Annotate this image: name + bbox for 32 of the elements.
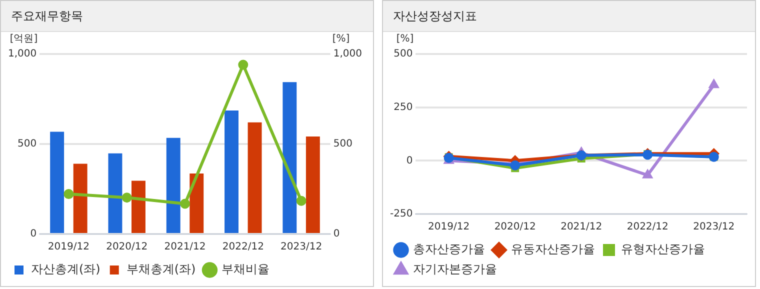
- x-tick-label: 2022/12: [222, 242, 264, 253]
- y-tick-label: 0: [406, 155, 413, 166]
- legend-label: 유형자산증가율: [621, 242, 705, 256]
- x-tick-label: 2023/12: [693, 222, 735, 233]
- legend-label: 총자산증가율: [413, 242, 485, 256]
- chart-title: 주요재무항목: [1, 1, 373, 32]
- legend-label: 자기자본증가율: [413, 262, 497, 276]
- y2-tick-label: 500: [333, 138, 352, 150]
- x-tick-label: 2020/12: [494, 222, 536, 233]
- y2-tick-label: 1,000: [333, 48, 362, 60]
- legend-label: 부채비율: [222, 262, 270, 276]
- legend-label: 자산총계(좌): [31, 262, 100, 276]
- y-tick-label: 1,000: [8, 48, 37, 60]
- chart-title: 자산성장성지표: [383, 1, 755, 32]
- y-tick-label: -250: [390, 208, 413, 220]
- y2-axis-title: [%]: [332, 34, 350, 45]
- y2-tick-label: 0: [333, 228, 340, 240]
- legend-label: 유동자산증가율: [511, 242, 595, 256]
- x-tick-label: 2023/12: [280, 242, 322, 253]
- legend-label: 부채총계(좌): [126, 262, 196, 276]
- y-tick-label: 250: [394, 102, 413, 113]
- y-tick-label: 500: [394, 48, 413, 60]
- y-tick-label: 500: [18, 138, 37, 150]
- y-axis-title: [억원]: [10, 34, 38, 45]
- x-tick-label: 2021/12: [164, 242, 206, 253]
- x-tick-label: 2021/12: [560, 222, 602, 233]
- x-tick-label: 2019/12: [48, 242, 90, 253]
- x-tick-label: 2020/12: [106, 242, 148, 253]
- x-tick-label: 2022/12: [626, 222, 668, 233]
- y-tick-label: 0: [30, 228, 37, 240]
- y-axis-title: [%]: [396, 34, 414, 45]
- x-tick-label: 2019/12: [428, 222, 470, 233]
